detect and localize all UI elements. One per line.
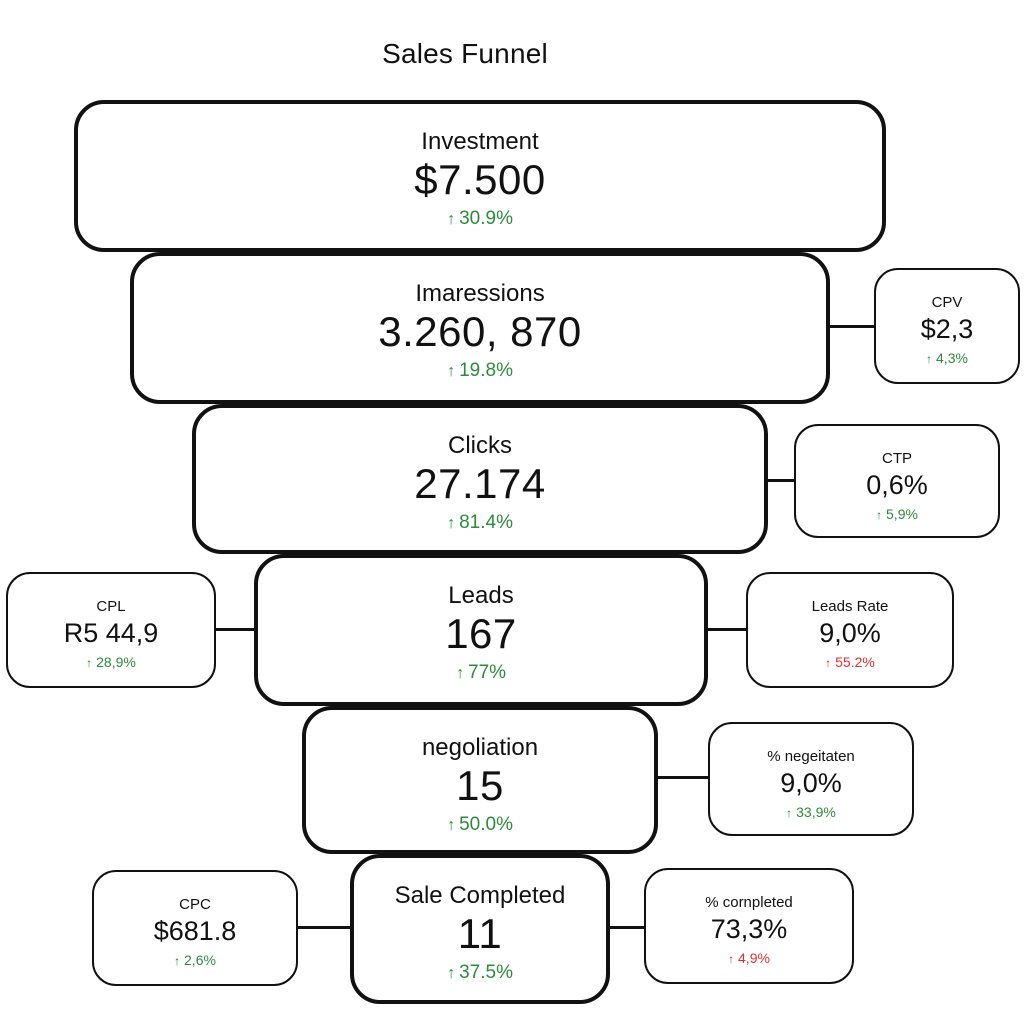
stage-value: 15: [456, 762, 504, 809]
arrow-up-icon: ↑: [447, 816, 456, 834]
stage-change: ↑ 81.4%: [447, 512, 513, 533]
stage-impressions: Imaressions 3.260, 870 ↑ 19.8%: [130, 252, 830, 404]
metric-change: ↑ 4,3%: [926, 350, 968, 366]
metric-label: CPV: [931, 294, 963, 311]
stage-value: 167: [445, 610, 517, 657]
stage-label: Leads: [448, 582, 514, 609]
metric-label: % negeitaten: [767, 748, 855, 765]
metric-leads-rate: Leads Rate 9,0% ↑ 55.2%: [746, 572, 954, 688]
stage-label: Investment: [421, 128, 539, 155]
arrow-up-icon: ↑: [447, 362, 456, 380]
metric-label: CTP: [882, 450, 912, 467]
arrow-up-icon: ↑: [447, 514, 456, 532]
metric-ctp: CTP 0,6% ↑ 5,9%: [794, 424, 1000, 538]
arrow-up-icon: ↑: [447, 964, 456, 982]
metric-label: Leads Rate: [811, 598, 889, 615]
metric-completed-rate: % cornpleted 73,3% ↑ 4,9%: [644, 868, 854, 984]
stage-value: $7.500: [414, 156, 546, 203]
arrow-up-icon: ↑: [825, 656, 832, 670]
metric-value: $681.8: [153, 916, 237, 946]
arrow-up-icon: ↑: [728, 952, 735, 966]
metric-value: 0,6%: [866, 470, 928, 500]
metric-change: ↑ 2,6%: [174, 952, 216, 968]
stage-change: ↑ 19.8%: [447, 360, 513, 381]
arrow-up-icon: ↑: [86, 656, 93, 670]
connector-clicks-ctp: [766, 479, 796, 482]
metric-value: R5 44,9: [63, 618, 159, 648]
arrow-up-icon: ↑: [786, 806, 793, 820]
metric-negotiation-rate: % negeitaten 9,0% ↑ 33,9%: [708, 722, 914, 836]
stage-change: ↑ 77%: [455, 662, 507, 683]
stage-change: ↑ 37.5%: [447, 962, 513, 983]
arrow-up-icon: ↑: [174, 954, 181, 968]
stage-sale-completed: Sale Completed 11 ↑ 37.5%: [350, 854, 610, 1004]
metric-value: $2,3: [920, 314, 974, 344]
stage-label: Sale Completed: [394, 882, 566, 909]
metric-cpc: CPC $681.8 ↑ 2,6%: [92, 870, 298, 986]
metric-change: ↑ 55.2%: [825, 654, 875, 670]
metric-value: 73,3%: [710, 914, 788, 944]
stage-clicks: Clicks 27.174 ↑ 81.4%: [192, 404, 768, 554]
stage-label: Clicks: [448, 432, 512, 459]
connector-cpc-sale: [296, 926, 352, 929]
stage-change: ↑ 30.9%: [447, 208, 513, 229]
stage-negotiation: negoliation 15 ↑ 50.0%: [302, 706, 658, 854]
arrow-up-icon: ↑: [926, 352, 933, 366]
metric-change: ↑ 4,9%: [728, 950, 770, 966]
stage-value: 3.260, 870: [378, 308, 582, 355]
arrow-up-icon: ↑: [876, 508, 883, 522]
connector-negotiation-rate: [656, 776, 710, 779]
arrow-up-icon: ↑: [455, 664, 465, 682]
metric-cpv: CPV $2,3 ↑ 4,3%: [874, 268, 1020, 384]
metric-value: 9,0%: [780, 768, 842, 798]
metric-label: CPL: [96, 598, 126, 615]
stage-label: Imaressions: [415, 280, 545, 307]
metric-label: % cornpleted: [705, 894, 793, 911]
connector-sale-completed-rate: [608, 926, 648, 929]
chart-title: Sales Funnel: [382, 38, 548, 69]
stage-label: negoliation: [421, 734, 539, 761]
connector-impressions-cpv: [828, 325, 876, 328]
metric-change: ↑ 33,9%: [786, 804, 836, 820]
stage-investment: Investment $7.500 ↑ 30.9%: [74, 100, 886, 252]
stage-change: ↑ 50.0%: [447, 814, 513, 835]
arrow-up-icon: ↑: [447, 210, 456, 228]
metric-label: CPC: [179, 896, 211, 913]
connector-cpl-leads: [214, 628, 256, 631]
stage-value: 27.174: [414, 460, 546, 507]
metric-value: 9,0%: [819, 618, 881, 648]
stage-leads: Leads 167 ↑ 77%: [254, 554, 708, 706]
connector-leads-rate: [706, 628, 748, 631]
metric-change: ↑ 28,9%: [86, 654, 136, 670]
metric-change: ↑ 5,9%: [876, 506, 918, 522]
metric-cpl: CPL R5 44,9 ↑ 28,9%: [6, 572, 216, 688]
stage-value: 11: [457, 910, 503, 957]
